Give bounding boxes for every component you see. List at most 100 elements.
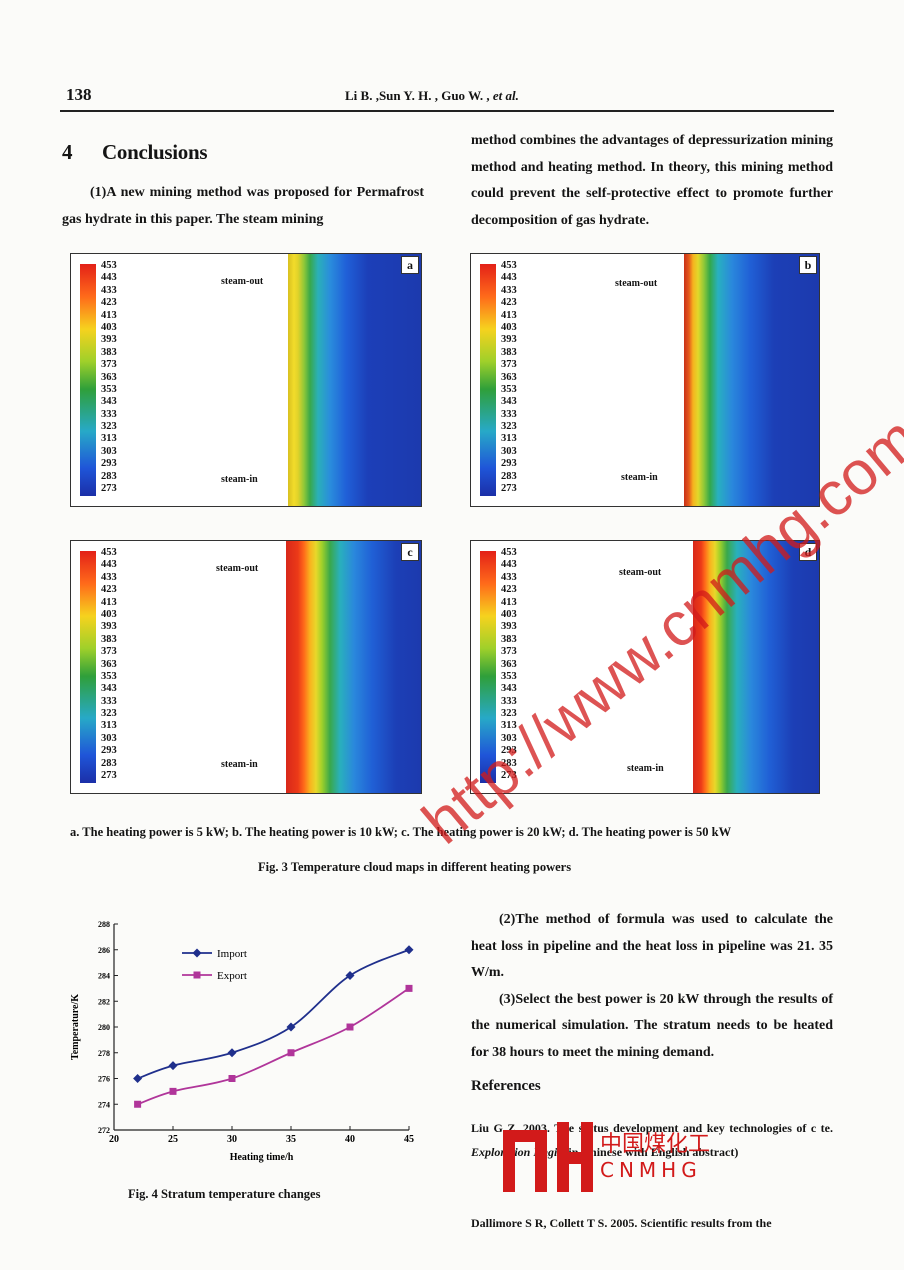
colorbar-tick-label: 373 (501, 646, 517, 658)
y-tick-label: 276 (98, 1075, 110, 1084)
colorbar-tick-label: 403 (501, 608, 517, 620)
temperature-map-a: 453 443 433 423 413 403 393 383 373 363 353 343 333 3… (70, 253, 422, 507)
data-point-export (228, 1075, 236, 1082)
colorbar-tick-label: 293 (501, 745, 517, 757)
reference-1-end: (in Chinese with English abstract) (564, 1145, 739, 1159)
temperature-map-c: 453 443 433 423 413 403 393 383 373 363 353 343 333 3… (70, 540, 422, 794)
colorbar-tick-label: 273 (101, 770, 117, 782)
data-point-import (133, 1074, 143, 1083)
panel-letter: b (799, 256, 817, 274)
colorbar-tick-label: 413 (101, 596, 117, 608)
colorbar-tick-label: 303 (101, 445, 117, 457)
colorbar-tick-label: 283 (101, 757, 117, 769)
data-point-import (404, 945, 414, 955)
data-point-export (169, 1087, 177, 1095)
conclusion-paras-2-3: (2)The method of formula was used to cal… (471, 907, 833, 1066)
colorbar-ticks: 453 443 433 423 413 403 393 383 373 363 353 343 333 3… (501, 260, 517, 495)
colorbar-tick-label: 313 (501, 433, 517, 445)
colorbar-tick-label: 363 (501, 371, 517, 383)
colorbar-tick-label: 333 (101, 408, 117, 420)
x-tick-label: 25 (168, 1134, 178, 1145)
temperature-field (286, 541, 421, 793)
colorbar-tick-label: 413 (101, 309, 117, 321)
y-tick-label: 286 (98, 946, 110, 955)
colorbar-tick-label: 443 (101, 272, 117, 284)
y-tick-label: 282 (98, 997, 110, 1006)
colorbar-tick-label: 323 (501, 708, 517, 720)
steam-in-label: steam-in (621, 472, 658, 483)
colorbar-tick-label: 453 (101, 547, 117, 558)
colorbar-tick-label: 323 (501, 421, 517, 433)
colorbar-tick-label: 393 (501, 334, 517, 346)
colorbar-tick-label: 353 (101, 670, 117, 682)
colorbar (480, 264, 496, 496)
authors: Li B. ,Sun Y. H. , Guo W. , (345, 88, 490, 103)
steam-in-label: steam-in (221, 474, 258, 485)
colorbar-tick-label: 283 (101, 470, 117, 482)
colorbar-tick-label: 283 (501, 470, 517, 482)
colorbar (80, 264, 96, 496)
colorbar-tick-label: 353 (501, 383, 517, 395)
reference-1-mid: te. (820, 1121, 833, 1135)
steam-out-label: steam-out (619, 567, 662, 578)
steam-out-label: steam-out (615, 278, 658, 289)
y-tick-label: 288 (98, 920, 110, 929)
colorbar-tick-label: 333 (101, 695, 117, 707)
colorbar-tick-label: 373 (501, 359, 517, 371)
colorbar-tick-label: 303 (501, 445, 517, 457)
temperature-map-d: 453 443 433 423 413 403 393 383 373 363 353 343 333 3… (470, 540, 820, 794)
x-tick-label: 20 (109, 1134, 119, 1145)
colorbar-tick-label: 383 (501, 633, 517, 645)
fig3-caption: Fig. 3 Temperature cloud maps in differe… (258, 860, 572, 874)
legend-marker-import (192, 948, 202, 958)
colorbar-tick-label: 453 (501, 260, 517, 271)
series-line-import (137, 948, 410, 1080)
colorbar-tick-label: 303 (501, 732, 517, 744)
colorbar-ticks: 453 443 433 423 413 403 393 383 373 363 353 343 333 3… (101, 547, 117, 782)
colorbar-tick-label: 393 (101, 334, 117, 346)
section-title: Conclusions (102, 140, 208, 164)
fig4-caption: Fig. 4 Stratum temperature changes (128, 1187, 321, 1201)
panel-letter: c (401, 543, 419, 561)
colorbar-tick-label: 293 (101, 745, 117, 757)
colorbar-tick-label: 323 (101, 421, 117, 433)
stratum-temperature-chart: 272 274 276 278 280 282 284 286 288 20 25 30 35 40 45 H… (70, 920, 414, 1163)
steam-out-label: steam-out (221, 276, 264, 287)
x-tick-label: 30 (227, 1134, 237, 1145)
colorbar (80, 551, 96, 783)
legend-label-export: Export (217, 970, 247, 982)
references-heading: References (471, 1078, 541, 1094)
colorbar-tick-label: 343 (501, 683, 517, 695)
colorbar-tick-label: 383 (101, 346, 117, 358)
legend-label-import: Import (217, 948, 247, 960)
steam-in-label: steam-in (221, 759, 258, 770)
colorbar-tick-label: 403 (101, 608, 117, 620)
et-al: et al. (492, 88, 519, 103)
colorbar-tick-label: 423 (101, 297, 117, 309)
legend-marker-export (193, 971, 201, 979)
data-point-export (346, 1023, 354, 1031)
reference-2: Dallimore S R, Collett T S. 2005. Scient… (471, 1216, 772, 1230)
colorbar-tick-label: 433 (501, 571, 517, 583)
colorbar-tick-label: 423 (501, 297, 517, 309)
colorbar-tick-label: 413 (501, 596, 517, 608)
data-point-export (287, 1049, 295, 1057)
colorbar-tick-label: 273 (501, 483, 517, 495)
colorbar-tick-label: 403 (101, 321, 117, 333)
colorbar-tick-label: 453 (101, 260, 117, 271)
data-point-import (286, 1022, 296, 1032)
colorbar-tick-label: 313 (101, 433, 117, 445)
steam-out-label: steam-out (216, 563, 259, 574)
data-point-import (345, 971, 355, 980)
colorbar-tick-label: 383 (501, 346, 517, 358)
colorbar-tick-label: 363 (101, 658, 117, 670)
colorbar-tick-label: 333 (501, 408, 517, 420)
page-number: 138 (66, 85, 92, 104)
colorbar-tick-label: 293 (501, 458, 517, 470)
colorbar-tick-label: 353 (501, 670, 517, 682)
colorbar-tick-label: 373 (101, 359, 117, 371)
colorbar-tick-label: 343 (501, 396, 517, 408)
colorbar-tick-label: 443 (501, 559, 517, 571)
colorbar-tick-label: 393 (501, 621, 517, 633)
colorbar (480, 551, 496, 783)
